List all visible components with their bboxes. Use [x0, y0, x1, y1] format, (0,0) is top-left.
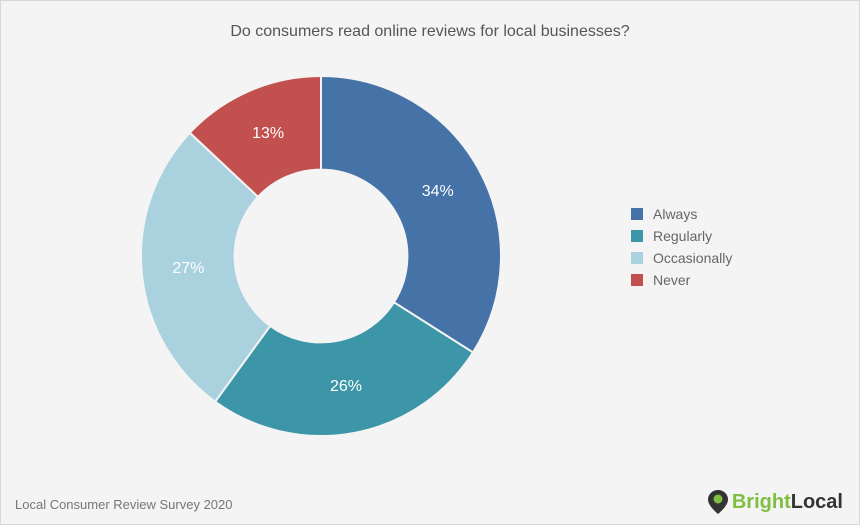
legend-swatch [631, 230, 643, 242]
brand-text-bright: Bright [732, 491, 791, 514]
footer-text: Local Consumer Review Survey 2020 [15, 497, 233, 512]
legend-swatch [631, 274, 643, 286]
slice-label: 34% [422, 183, 454, 200]
legend-label: Always [653, 206, 697, 222]
slice-label: 27% [172, 260, 204, 277]
brand-text-local: Local [791, 491, 843, 514]
legend-item: Occasionally [631, 250, 732, 266]
legend-label: Regularly [653, 228, 712, 244]
legend-label: Never [653, 272, 690, 288]
legend-item: Always [631, 206, 732, 222]
legend-item: Regularly [631, 228, 732, 244]
legend-item: Never [631, 272, 732, 288]
chart-title: Do consumers read online reviews for loc… [1, 23, 859, 41]
slice-label: 13% [252, 125, 284, 142]
donut-slice [321, 76, 501, 352]
brand-logo: BrightLocal [708, 490, 843, 514]
donut-chart: 34% 26% 27% 13% [121, 56, 521, 456]
chart-legend: Always Regularly Occasionally Never [631, 206, 732, 294]
legend-swatch [631, 252, 643, 264]
map-pin-icon [708, 490, 728, 514]
slice-label: 26% [330, 378, 362, 395]
legend-swatch [631, 208, 643, 220]
legend-label: Occasionally [653, 250, 732, 266]
